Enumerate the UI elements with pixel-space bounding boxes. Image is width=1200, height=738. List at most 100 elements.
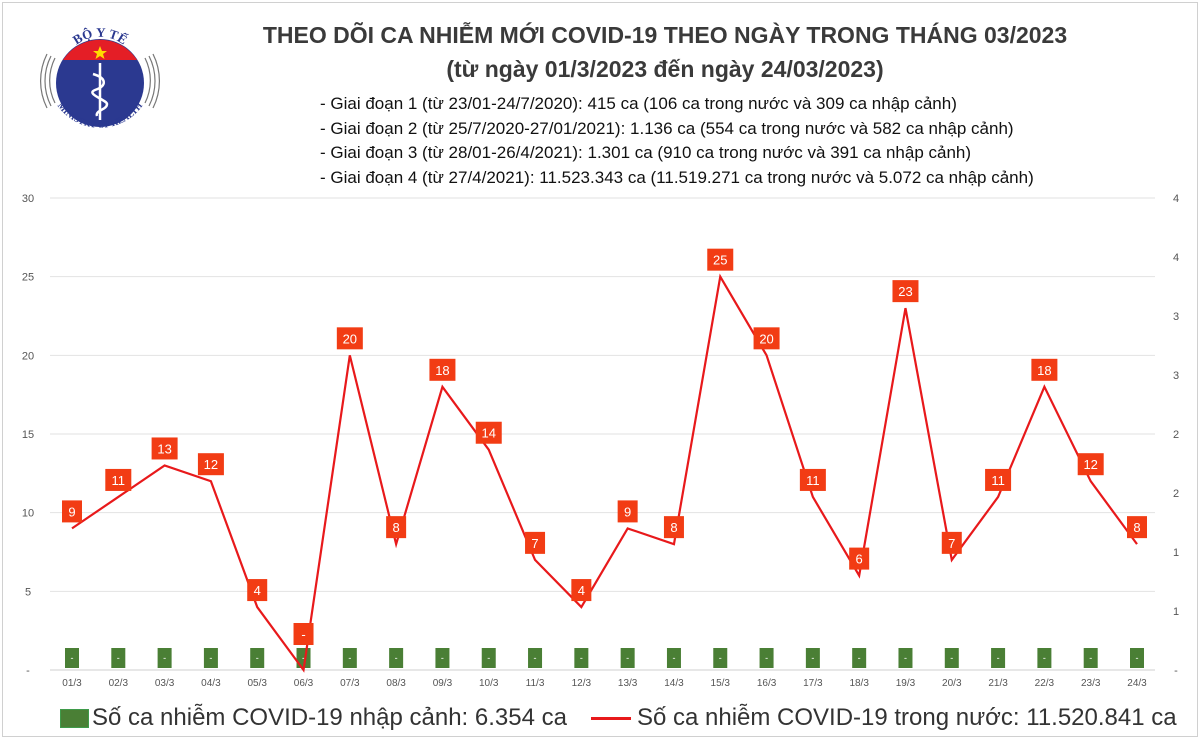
data-label-box (941, 531, 962, 554)
chart-title: THEO DÕI CA NHIỄM MỚI COVID-19 THEO NGÀY… (262, 22, 1068, 48)
bar-imported (574, 648, 589, 668)
x-tick-label: 10/3 (479, 678, 499, 689)
x-tick-label: 14/3 (664, 678, 684, 689)
legend-swatch-domestic (590, 716, 631, 720)
bar-imported (759, 648, 774, 668)
right-tick-label: 4 (1173, 193, 1179, 205)
data-label: - (301, 627, 305, 642)
x-tick-label: 24/3 (1127, 678, 1147, 689)
data-label-box (985, 468, 1012, 491)
x-tick-label: 20/3 (942, 678, 962, 689)
x-tick-label: 02/3 (109, 678, 129, 689)
bar-label: - (1136, 653, 1139, 663)
phase-note: - Giai đoạn 1 (từ 23/01-24/7/2020): 415 … (320, 94, 957, 113)
left-tick-label: 5 (25, 586, 31, 598)
phase-note: - Giai đoạn 3 (từ 28/01-26/4/2021): 1.30… (320, 143, 972, 162)
data-label-box (849, 547, 870, 570)
data-label: 18 (435, 363, 449, 378)
bar-imported (203, 648, 218, 668)
svg-text:BỘ Y TẾ: BỘ Y TẾ (70, 25, 130, 48)
bar-label: - (626, 653, 629, 663)
data-label: 7 (948, 536, 955, 551)
bar-imported (805, 648, 820, 668)
bar-imported (111, 648, 126, 668)
data-label: 7 (531, 536, 538, 551)
left-tick-label: - (26, 665, 30, 677)
bar-label: - (858, 653, 861, 663)
bar-imported (435, 648, 450, 668)
data-label-box (571, 579, 592, 602)
data-label-box (386, 516, 407, 539)
phase-note: - Giai đoạn 2 (từ 25/7/2020-27/01/2021):… (320, 118, 1014, 138)
bar-label: - (1043, 653, 1046, 663)
bar-imported (1083, 648, 1098, 668)
bar-imported (666, 648, 681, 668)
left-tick-label: 30 (22, 193, 34, 205)
data-label-box (247, 579, 268, 602)
bar-imported (991, 648, 1006, 668)
left-tick-label: 25 (22, 272, 34, 284)
data-label: 9 (624, 504, 631, 519)
data-label-box (1127, 516, 1147, 539)
data-label: 11 (112, 473, 126, 488)
bar-imported (1037, 648, 1052, 668)
data-label: 12 (1083, 457, 1097, 472)
x-tick-label: 18/3 (849, 678, 869, 689)
legend: Số ca nhiễm COVID-19 nhập cảnh: 6.354 ca… (60, 704, 1177, 732)
data-label: 14 (482, 426, 496, 441)
right-tick-label: 2 (1173, 429, 1179, 441)
bar-imported (342, 648, 357, 668)
bar-label: - (302, 653, 305, 663)
bar-imported (157, 648, 172, 668)
x-tick-label: 12/3 (572, 678, 592, 689)
data-label: 8 (1133, 520, 1140, 535)
bar-label: - (672, 653, 675, 663)
right-tick-label: - (1174, 665, 1178, 677)
phase-note: - Giai đoạn 4 (từ 27/4/2021): 11.523.343… (320, 167, 1034, 187)
data-label: 20 (343, 331, 357, 346)
bar-imported (250, 648, 265, 668)
x-tick-label: 05/3 (247, 678, 267, 689)
left-tick-label: 10 (22, 508, 34, 520)
data-label: 4 (254, 583, 261, 598)
x-tick-label: 22/3 (1035, 678, 1055, 689)
bar-label: - (534, 653, 537, 663)
data-label-box (707, 248, 734, 271)
right-tick-label: 3 (1173, 311, 1179, 323)
bar-label: - (580, 653, 583, 663)
x-tick-label: 07/3 (340, 678, 360, 689)
legend-swatch-imported (60, 708, 89, 728)
data-label-box (525, 531, 546, 554)
data-label: 12 (204, 457, 218, 472)
phase-notes: - Giai đoạn 1 (từ 23/01-24/7/2020): 415 … (320, 92, 1034, 190)
data-label: 13 (157, 441, 171, 456)
data-label-box (62, 500, 82, 523)
right-tick-label: 3 (1173, 370, 1179, 382)
left-tick-label: 20 (22, 350, 34, 362)
x-tick-label: 13/3 (618, 678, 638, 689)
data-label-box (663, 516, 684, 539)
x-tick-label: 03/3 (155, 678, 175, 689)
bar-label: - (719, 653, 722, 663)
x-tick-label: 08/3 (386, 678, 406, 689)
bar-label: - (256, 653, 259, 663)
x-tick-label: 23/3 (1081, 678, 1101, 689)
bar-label: - (117, 653, 120, 663)
data-label-box (1031, 358, 1058, 381)
data-label-box (293, 623, 314, 645)
bar-imported (65, 648, 79, 668)
x-tick-label: 09/3 (433, 678, 453, 689)
data-label-box (105, 468, 132, 491)
legend-label-domestic: Số ca nhiễm COVID-19 trong nước: 11.520.… (636, 704, 1177, 731)
x-tick-label: 06/3 (294, 678, 314, 689)
bar-imported (1130, 648, 1144, 668)
data-label: 18 (1037, 363, 1051, 378)
right-tick-label: 1 (1173, 547, 1179, 559)
bar-label: - (163, 653, 166, 663)
data-label: 11 (806, 473, 820, 488)
bar-label: - (997, 653, 1000, 663)
data-label: 23 (898, 284, 912, 299)
bar-imported (481, 648, 496, 668)
